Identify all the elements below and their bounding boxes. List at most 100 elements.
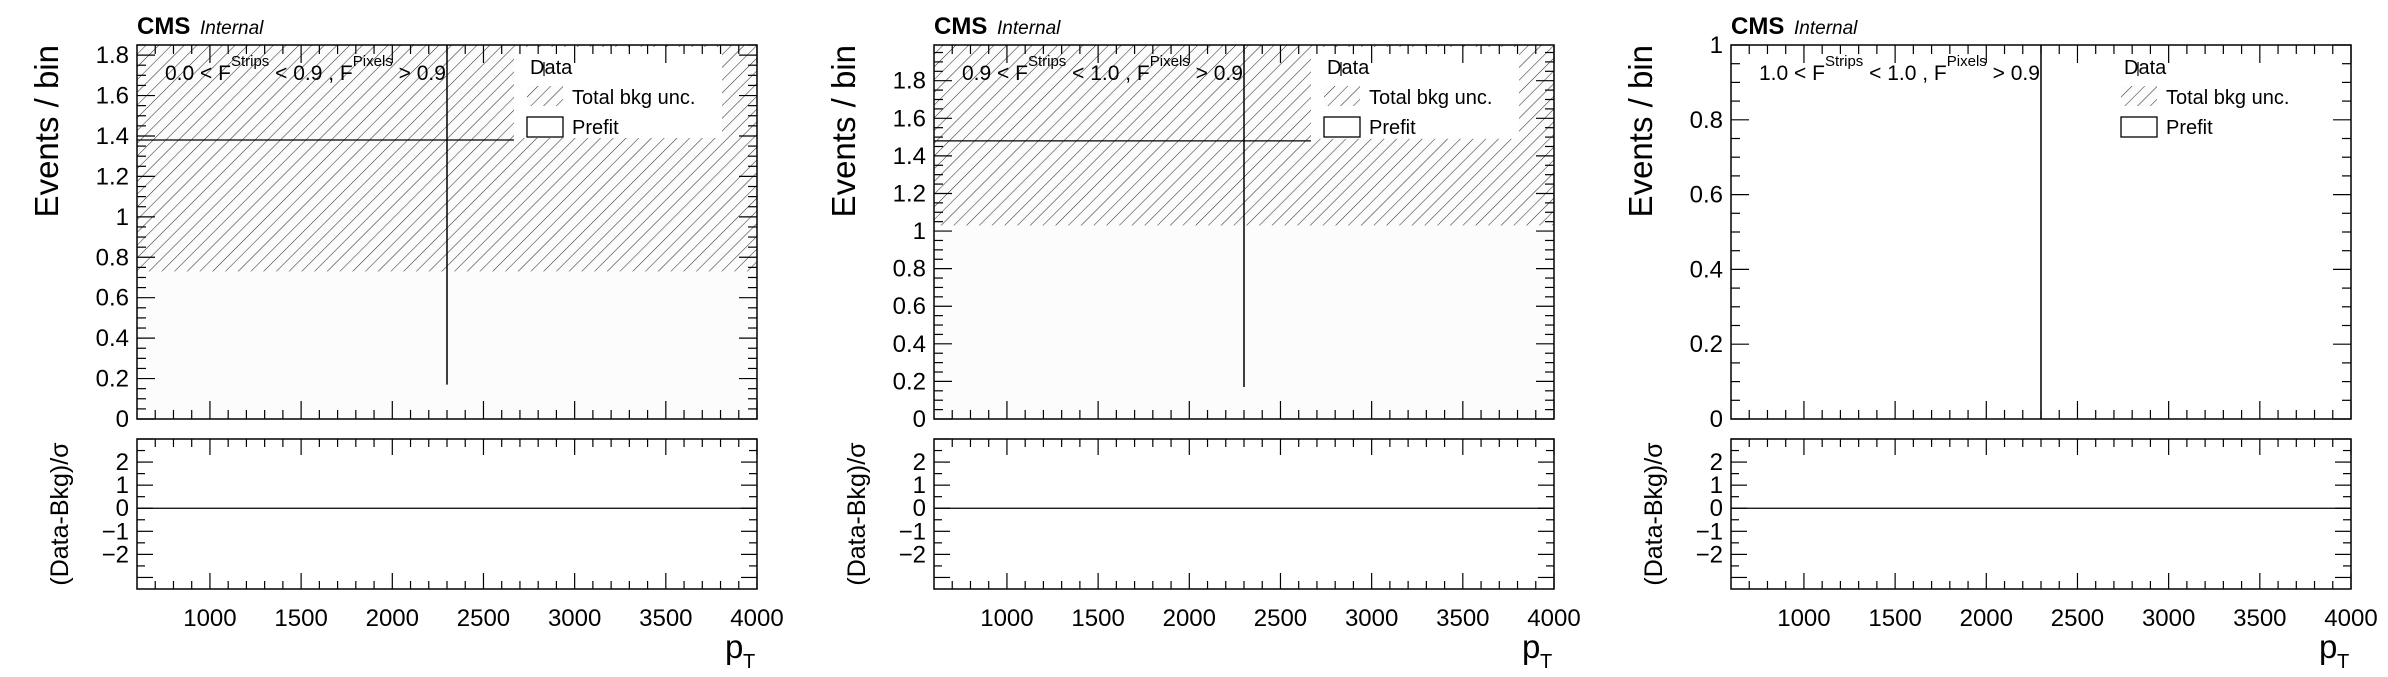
y-axis-label: Events / bin <box>1622 45 1659 217</box>
ratio-y-tick-label: −1 <box>1696 518 1723 545</box>
internal-label: Internal <box>997 18 1061 39</box>
legend-unc-swatch <box>527 86 563 106</box>
x-tick-label: 2000 <box>366 605 419 632</box>
legend-data-label: Data <box>2124 57 2167 79</box>
ratio-y-axis-label: (Data-Bkg)/σ <box>1640 442 1668 586</box>
x-tick-label: 3500 <box>2233 605 2286 632</box>
y-tick-label: 1.8 <box>893 68 926 95</box>
y-tick-label: 0 <box>116 406 129 433</box>
ratio-y-tick-label: 1 <box>913 472 926 499</box>
y-tick-label: 0.6 <box>96 285 129 312</box>
cms-label: CMS <box>934 13 987 40</box>
ratio-y-tick-label: −2 <box>102 541 129 568</box>
ratio-frame <box>933 438 1555 590</box>
cms-label: CMS <box>1731 13 1784 40</box>
legend-unc-label: Total bkg unc. <box>1369 87 1492 109</box>
y-tick-label: 1.2 <box>893 180 926 207</box>
legend-prefit-label: Prefit <box>572 117 619 139</box>
ratio-y-tick-label: −1 <box>102 518 129 545</box>
ratio-y-axis-label: (Data-Bkg)/σ <box>46 442 74 586</box>
legend-prefit-label: Prefit <box>1369 117 1416 139</box>
y-tick-label: 1.4 <box>96 123 129 150</box>
y-tick-label: 0.2 <box>893 368 926 395</box>
legend-prefit-label: Prefit <box>2166 117 2213 139</box>
ratio-frame <box>1730 438 2352 590</box>
y-tick-label: 1.8 <box>96 42 129 69</box>
y-tick-label: 0.2 <box>96 366 129 393</box>
internal-label: Internal <box>200 18 264 39</box>
x-tick-label: 3000 <box>548 605 601 632</box>
y-tick-label: 1.4 <box>893 143 926 170</box>
panel-1: 0 0.2 0.4 0.6 0.8 1 1.2 1.4 1.6 1.8 CMS Internal 0.0… <box>28 13 784 673</box>
cms-label: CMS <box>137 13 190 40</box>
region-label: 0.9 < FStrips < 1.0 , FPixels > 0.9 <box>962 53 1243 85</box>
y-tick-label: 0 <box>1710 406 1723 433</box>
x-tick-label: 1000 <box>183 605 236 632</box>
legend-data-label: Data <box>530 57 573 79</box>
x-tick-label: 2000 <box>1163 605 1216 632</box>
x-axis-label-subscript: T <box>1540 651 1552 672</box>
region-label: 1.0 < FStrips < 1.0 , FPixels > 0.9 <box>1759 53 2040 85</box>
legend-prefit-swatch <box>2120 116 2158 138</box>
x-tick-label: 1000 <box>980 605 1033 632</box>
panel-3: 0 0.2 0.4 0.6 0.8 1 CMS Internal 1.0 < FStrips <… <box>1622 13 2378 673</box>
ratio-y-tick-label: 2 <box>913 449 926 476</box>
y-tick-label: 0.4 <box>1690 256 1723 283</box>
y-tick-label: 1.2 <box>96 163 129 190</box>
x-tick-label: 2500 <box>1254 605 1307 632</box>
y-tick-label: 0.4 <box>96 325 129 352</box>
ratio-y-tick-label: 0 <box>1710 495 1723 522</box>
x-tick-label: 1500 <box>274 605 327 632</box>
x-tick-label: 3000 <box>2142 605 2195 632</box>
y-tick-label: 1.6 <box>96 83 129 110</box>
ratio-y-axis-label: (Data-Bkg)/σ <box>843 442 871 586</box>
y-tick-label: 1.6 <box>893 105 926 132</box>
x-tick-label: 1500 <box>1868 605 1921 632</box>
ratio-y-tick-label: −2 <box>1696 541 1723 568</box>
x-tick-label: 4000 <box>2324 605 2377 632</box>
ratio-y-tick-label: −1 <box>899 518 926 545</box>
ratio-y-tick-label: −2 <box>899 541 926 568</box>
x-axis-label-subscript: T <box>743 651 755 672</box>
region-label: 0.0 < FStrips < 0.9 , FPixels > 0.9 <box>165 53 446 85</box>
y-tick-label: 0 <box>913 406 926 433</box>
panel-2: 0 0.2 0.4 0.6 0.8 1 1.2 1.4 1.6 1.8 CMS Internal 0.9… <box>825 13 1581 673</box>
legend-unc-label: Total bkg unc. <box>2166 87 2289 109</box>
x-axis-label-subscript: T <box>2337 651 2349 672</box>
legend-prefit-swatch <box>1323 116 1361 138</box>
y-tick-label: 1 <box>913 218 926 245</box>
y-tick-label: 0.2 <box>1690 331 1723 358</box>
ratio-y-tick-label: 1 <box>116 472 129 499</box>
y-tick-label: 1 <box>116 204 129 231</box>
x-tick-label: 2500 <box>2051 605 2104 632</box>
x-tick-label: 4000 <box>730 605 783 632</box>
legend-prefit-swatch <box>526 116 564 138</box>
x-tick-label: 3500 <box>1436 605 1489 632</box>
x-tick-label: 2500 <box>457 605 510 632</box>
internal-label: Internal <box>1794 18 1858 39</box>
x-axis-label: p <box>2319 628 2337 665</box>
x-tick-label: 4000 <box>1527 605 1580 632</box>
y-tick-label: 0.8 <box>96 244 129 271</box>
x-tick-label: 2000 <box>1960 605 2013 632</box>
y-axis-label: Events / bin <box>28 45 65 217</box>
legend-unc-label: Total bkg unc. <box>572 87 695 109</box>
legend-unc-swatch <box>1324 86 1360 106</box>
x-axis-label: p <box>725 628 743 665</box>
y-tick-label: 0.6 <box>893 293 926 320</box>
y-tick-label: 0.6 <box>1690 182 1723 209</box>
ratio-y-tick-label: 2 <box>116 449 129 476</box>
legend-data-label: Data <box>1327 57 1370 79</box>
y-axis-label: Events / bin <box>825 45 862 217</box>
y-tick-label: 0.4 <box>893 331 926 358</box>
x-tick-label: 1000 <box>1777 605 1830 632</box>
ratio-y-tick-label: 2 <box>1710 449 1723 476</box>
ratio-y-tick-label: 0 <box>116 495 129 522</box>
x-tick-label: 3000 <box>1345 605 1398 632</box>
x-axis-label: p <box>1522 628 1540 665</box>
x-tick-label: 3500 <box>639 605 692 632</box>
ratio-y-tick-label: 0 <box>913 495 926 522</box>
x-tick-label: 1500 <box>1071 605 1124 632</box>
